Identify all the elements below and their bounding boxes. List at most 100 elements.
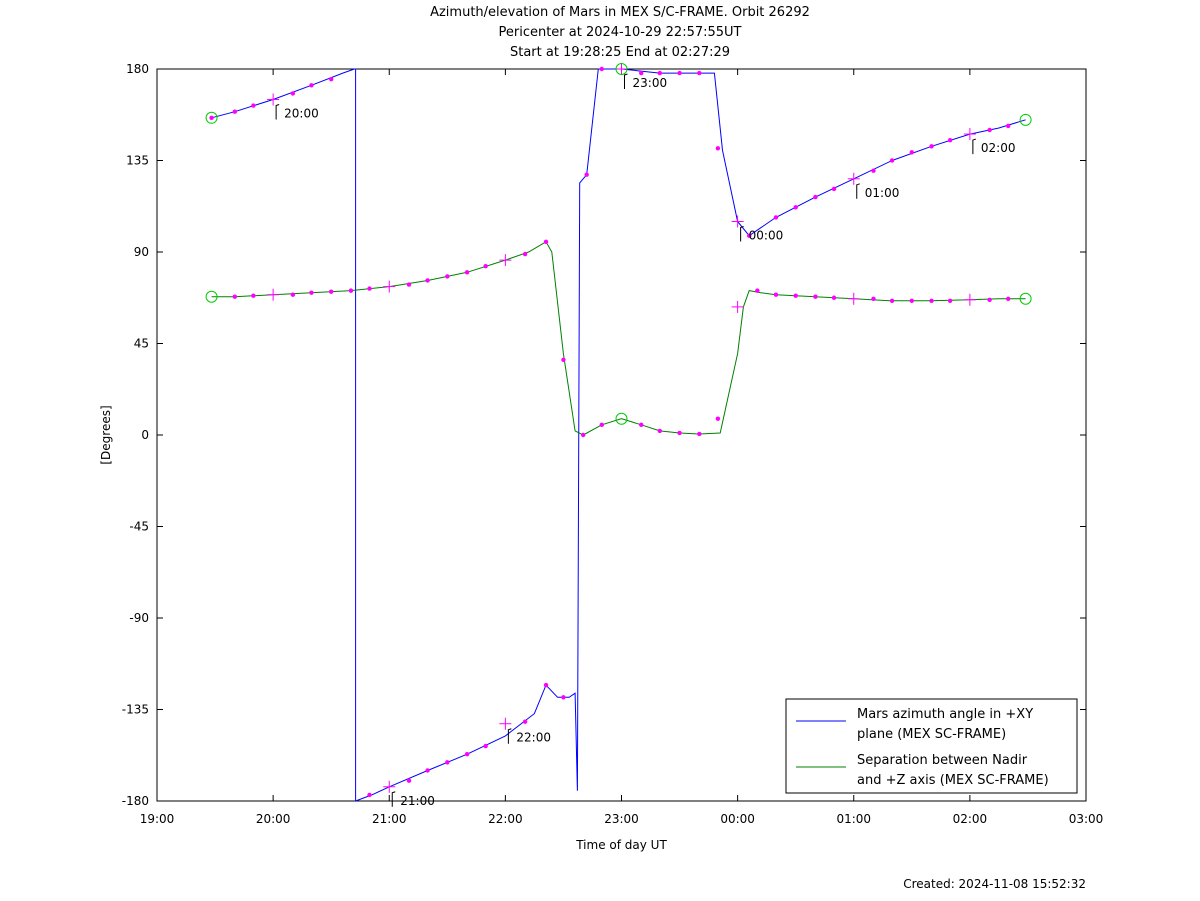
data-marker <box>232 109 238 114</box>
data-marker <box>639 422 644 428</box>
data-marker <box>987 127 992 133</box>
hour-annotation-tick <box>740 226 744 242</box>
data-marker <box>580 432 586 438</box>
data-marker <box>464 270 470 275</box>
data-marker <box>290 91 296 96</box>
data-marker <box>909 298 915 303</box>
legend-label: Mars azimuth angle in +XY <box>857 707 1033 722</box>
data-marker <box>831 295 837 300</box>
data-marker <box>1005 296 1011 301</box>
data-marker <box>697 431 702 437</box>
hour-annotation-label: 21:00 <box>400 794 435 808</box>
data-marker <box>889 158 895 163</box>
series-line-1 <box>211 68 1026 802</box>
data-marker <box>947 298 953 303</box>
data-marker <box>639 70 644 76</box>
x-tick-label: 21:00 <box>372 812 407 826</box>
data-marker <box>947 137 953 143</box>
data-marker <box>232 294 238 299</box>
data-marker <box>561 357 566 362</box>
x-tick-label: 22:00 <box>488 812 523 826</box>
event-circle-marker <box>205 111 218 124</box>
data-marker <box>328 76 334 82</box>
data-marker <box>889 298 895 303</box>
data-marker <box>309 290 314 295</box>
data-marker <box>543 239 549 245</box>
data-marker <box>251 293 256 298</box>
data-marker <box>987 297 992 302</box>
data-marker <box>813 294 818 299</box>
data-marker <box>543 682 549 688</box>
chart-subtitle-2: Start at 19:28:25 End at 02:27:29 <box>509 45 731 60</box>
x-tick-label: 01:00 <box>836 812 871 826</box>
hour-annotation-label: 23:00 <box>633 76 668 90</box>
data-marker <box>483 264 488 269</box>
data-marker <box>677 430 682 436</box>
data-marker <box>599 66 604 72</box>
chart-title: Azimuth/elevation of Mars in MEX S/C-FRA… <box>430 5 810 20</box>
hour-annotation-label: 22:00 <box>516 731 551 745</box>
plot-frame <box>156 68 1087 802</box>
y-tick-label: 135 <box>126 154 149 168</box>
hour-annotation-tick <box>507 728 512 744</box>
data-marker <box>406 778 412 783</box>
data-marker <box>406 282 412 287</box>
series-line-2 <box>211 241 1026 436</box>
legend-label: plane (MEX SC-FRAME) <box>857 727 1006 742</box>
event-circle-marker <box>615 63 628 75</box>
legend-label: Separation between Nadir <box>857 753 1028 768</box>
event-circle-marker <box>1019 292 1032 305</box>
event-circle-marker <box>615 412 628 425</box>
data-marker <box>367 792 372 798</box>
data-marker <box>929 144 934 149</box>
legend-label: and +Z axis (MEX SC-FRAME) <box>857 773 1049 788</box>
data-marker <box>657 70 663 76</box>
y-tick-label: -135 <box>122 703 149 717</box>
data-marker <box>561 695 566 700</box>
data-marker <box>209 115 214 121</box>
hour-annotation-label: 02:00 <box>981 141 1016 155</box>
data-marker <box>909 150 915 155</box>
y-tick-label: 45 <box>134 337 149 351</box>
hour-annotation-tick <box>275 104 280 120</box>
hour-annotation-tick <box>391 791 396 807</box>
data-marker <box>657 428 663 434</box>
data-marker <box>747 233 752 238</box>
x-tick-label: 00:00 <box>720 812 755 826</box>
data-marker <box>425 768 430 773</box>
data-marker <box>445 760 450 765</box>
data-marker <box>773 292 779 297</box>
x-axis-label: Time of day UT <box>575 838 667 852</box>
data-marker <box>697 70 702 76</box>
data-marker <box>584 172 589 177</box>
y-tick-label: -90 <box>129 611 149 625</box>
hour-annotation-tick <box>856 183 860 199</box>
data-marker <box>793 205 798 210</box>
y-tick-label: -45 <box>129 520 149 534</box>
y-axis-label: [Degrees] <box>99 405 113 464</box>
hour-annotation-tick <box>624 73 628 89</box>
data-marker <box>715 146 721 151</box>
data-marker <box>677 70 682 76</box>
data-marker <box>813 194 818 200</box>
data-marker <box>328 289 334 294</box>
x-tick-label: 23:00 <box>604 812 639 826</box>
event-circle-marker <box>1019 113 1032 126</box>
data-marker <box>929 298 934 303</box>
data-marker <box>599 422 604 428</box>
x-tick-label: 20:00 <box>256 812 291 826</box>
data-marker <box>831 186 837 192</box>
data-marker <box>309 83 314 88</box>
legend-box <box>785 698 1078 794</box>
event-circle-marker <box>205 290 218 303</box>
data-marker <box>522 719 528 724</box>
data-marker <box>755 288 760 293</box>
data-marker <box>367 286 372 291</box>
y-tick-label: 180 <box>126 62 149 76</box>
data-marker <box>773 215 779 220</box>
hour-annotation-label: 20:00 <box>284 107 319 121</box>
data-marker <box>251 103 256 108</box>
data-marker <box>348 288 354 293</box>
x-tick-label: 03:00 <box>1069 812 1104 826</box>
